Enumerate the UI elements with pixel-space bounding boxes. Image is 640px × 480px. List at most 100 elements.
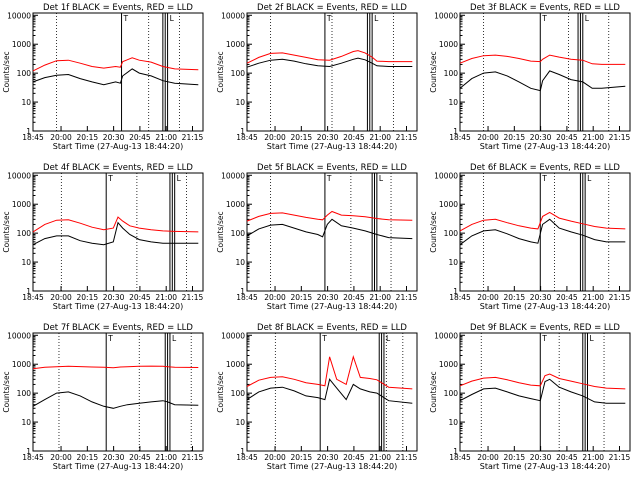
detector-plot-1: Det 1f BLACK = Events, RED = LLD 1 10 100 10…: [2, 3, 204, 151]
y-axis-label: Counts/sec: [429, 51, 438, 92]
plot-frame: [246, 332, 418, 452]
x-axis-label: Start Time (27-Aug-13 18:44:20): [267, 462, 398, 471]
marker-label: L: [585, 14, 590, 23]
x-tick-label: 20:45: [343, 133, 365, 142]
y-tick-label: 10000: [434, 331, 458, 340]
y-axis-label: Counts/sec: [2, 211, 11, 252]
x-tick-label: 21:00: [582, 293, 604, 302]
y-tick-label: 10000: [221, 11, 245, 20]
x-tick-label: 20:45: [556, 293, 578, 302]
marker-label: T: [541, 174, 547, 183]
x-tick-label: 20:15: [77, 453, 99, 462]
x-tick-label: 21:00: [582, 453, 604, 462]
y-axis-label: Counts/sec: [2, 371, 11, 412]
y-axis-label: Counts/sec: [216, 51, 225, 92]
events-series-line: [32, 391, 199, 409]
x-tick-label: 20:45: [343, 293, 365, 302]
x-tick-label: 20:00: [477, 453, 499, 462]
x-tick-label: 20:00: [264, 293, 286, 302]
x-tick-label: 20:45: [129, 133, 151, 142]
x-axis-label: Start Time (27-Aug-13 18:44:20): [480, 302, 611, 311]
y-tick-label: 1: [453, 447, 458, 456]
lld-series-line: [459, 211, 626, 232]
y-tick-label: 100: [17, 69, 32, 78]
x-tick-label: 21:15: [396, 453, 418, 462]
marker-label: L: [379, 174, 384, 183]
y-tick-label: 10: [21, 258, 31, 267]
events-series-line: [32, 68, 199, 86]
lld-series-line: [246, 50, 413, 64]
x-tick-label: 21:15: [182, 293, 204, 302]
marker-label: T: [541, 14, 547, 23]
lld-series-line: [459, 54, 626, 65]
x-tick-label: 20:30: [103, 293, 125, 302]
x-tick-label: 20:15: [77, 293, 99, 302]
x-tick-label: 18:45: [22, 293, 44, 302]
y-tick-label: 10000: [434, 11, 458, 20]
y-tick-label: 10: [448, 418, 458, 427]
y-tick-label: 1: [240, 287, 245, 296]
y-tick-label: 1000: [439, 40, 458, 49]
x-axis-label: Start Time (27-Aug-13 18:44:20): [267, 302, 398, 311]
x-tick-label: 20:30: [530, 453, 552, 462]
y-tick-label: 1000: [439, 200, 458, 209]
y-tick-label: 10000: [434, 171, 458, 180]
plot-frame: [32, 172, 204, 292]
y-tick-label: 10: [448, 258, 458, 267]
x-tick-label: 20:15: [504, 133, 526, 142]
y-tick-label: 10: [235, 418, 245, 427]
marker-label: T: [321, 334, 327, 343]
detector-plot-6: Det 6f BLACK = Events, RED = LLD 1 10 100 10…: [429, 163, 631, 311]
x-tick-label: 20:30: [103, 453, 125, 462]
lld-series-line: [459, 373, 626, 390]
y-tick-label: 1000: [226, 40, 245, 49]
events-series-line: [459, 70, 626, 92]
y-tick-label: 10000: [221, 331, 245, 340]
detector-plot-2: Det 2f BLACK = Events, RED = LLD 1 10 100 10…: [216, 3, 418, 151]
x-tick-label: 21:00: [155, 133, 177, 142]
lld-series-line: [32, 365, 199, 370]
events-series-line: [246, 57, 413, 68]
x-axis-label: Start Time (27-Aug-13 18:44:20): [53, 302, 184, 311]
marker-label: T: [326, 14, 332, 23]
lld-series-line: [246, 355, 413, 390]
events-series-line: [459, 218, 626, 246]
y-tick-label: 1000: [226, 200, 245, 209]
y-tick-label: 10000: [7, 331, 31, 340]
plot-title: Det 2f BLACK = Events, RED = LLD: [257, 3, 407, 13]
x-tick-label: 18:45: [449, 293, 471, 302]
y-axis-label: Counts/sec: [429, 211, 438, 252]
x-tick-label: 18:45: [22, 133, 44, 142]
marker-label: T: [326, 174, 332, 183]
detector-plot-5: Det 5f BLACK = Events, RED = LLD 1 10 100 10…: [216, 163, 418, 311]
y-tick-label: 100: [17, 229, 32, 238]
events-series-line: [246, 218, 413, 240]
x-tick-label: 20:15: [291, 453, 313, 462]
x-axis-label: Start Time (27-Aug-13 18:44:20): [53, 462, 184, 471]
x-tick-label: 21:00: [369, 293, 391, 302]
x-tick-label: 20:00: [50, 293, 72, 302]
y-axis-label: Counts/sec: [2, 51, 11, 92]
y-tick-label: 100: [231, 229, 246, 238]
lld-series-line: [32, 57, 199, 72]
y-axis-label: Counts/sec: [216, 371, 225, 412]
y-tick-label: 10000: [7, 171, 31, 180]
detector-plot-9: Det 9f BLACK = Events, RED = LLD 1 10 100 10…: [429, 323, 631, 471]
x-tick-label: 20:15: [77, 133, 99, 142]
x-tick-label: 20:00: [50, 453, 72, 462]
x-tick-label: 18:45: [236, 453, 258, 462]
y-tick-label: 10: [21, 98, 31, 107]
marker-label: T: [107, 174, 113, 183]
plot-frame: [459, 172, 631, 292]
x-tick-label: 20:00: [50, 133, 72, 142]
x-tick-label: 21:15: [396, 133, 418, 142]
plot-title: Det 6f BLACK = Events, RED = LLD: [470, 163, 620, 173]
y-tick-label: 100: [444, 229, 459, 238]
y-tick-label: 1: [240, 127, 245, 136]
y-tick-label: 100: [231, 389, 246, 398]
x-tick-label: 20:00: [264, 133, 286, 142]
y-tick-label: 1000: [439, 360, 458, 369]
x-tick-label: 20:30: [317, 293, 339, 302]
marker-label: L: [172, 334, 177, 343]
